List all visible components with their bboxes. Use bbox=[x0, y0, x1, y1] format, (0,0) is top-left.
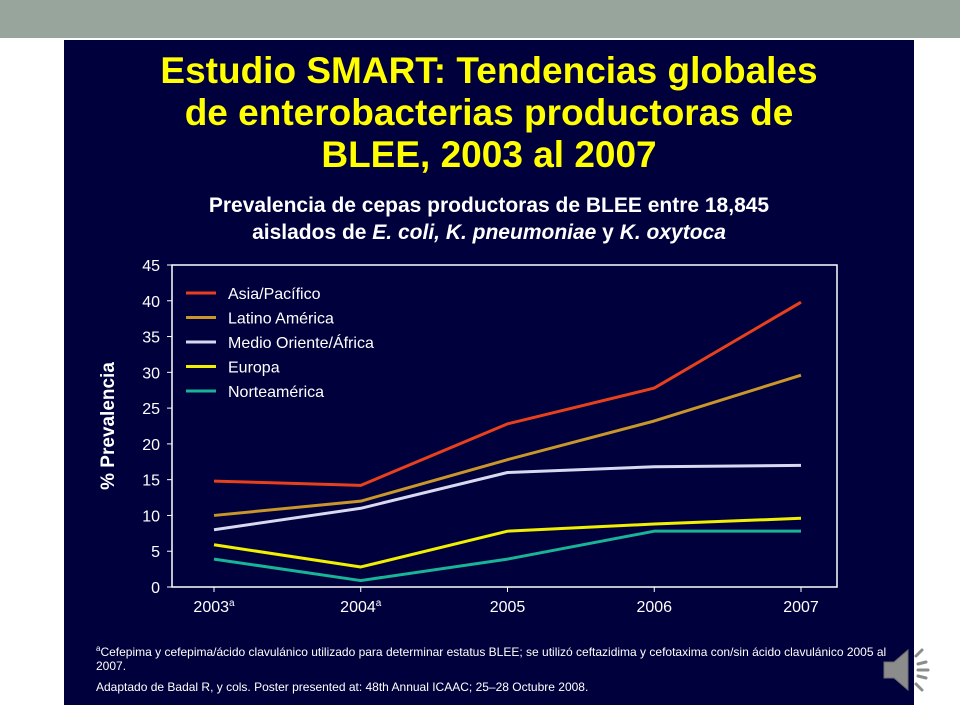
series-line bbox=[213, 529, 801, 583]
footnote-marker: a bbox=[96, 644, 101, 653]
y-tick-label: 5 bbox=[151, 544, 160, 561]
slide: Estudio SMART: Tendencias globales de en… bbox=[64, 40, 914, 705]
plot-frame bbox=[171, 264, 838, 588]
y-tick-label: 20 bbox=[142, 437, 160, 454]
title-line: BLEE, 2003 al 2007 bbox=[321, 134, 657, 175]
x-tick-label: 2005 bbox=[490, 599, 526, 616]
subtitle-line-1: Prevalencia de cepas productoras de BLEE… bbox=[208, 194, 770, 217]
y-tick-label: 45 bbox=[142, 258, 160, 275]
y-tick-label: 30 bbox=[142, 365, 160, 382]
source-citation: Adaptado de Badal R, y cols. Poster pres… bbox=[96, 680, 589, 694]
series-line bbox=[213, 373, 802, 517]
speaker-icon[interactable] bbox=[878, 640, 942, 700]
x-tick-label: 2004a bbox=[340, 598, 382, 616]
y-tick-label: 40 bbox=[142, 294, 160, 311]
y-tick-label: 10 bbox=[142, 508, 160, 525]
y-tick-label: 15 bbox=[142, 473, 160, 490]
series-line bbox=[213, 516, 802, 569]
y-tick-label: 25 bbox=[142, 401, 160, 418]
subtitle-species-1: E. coli, K. pneumoniae bbox=[372, 221, 597, 244]
chart-subtitle: Prevalencia de cepas productoras de BLEE… bbox=[64, 192, 914, 246]
series-line bbox=[213, 463, 802, 532]
slide-title: Estudio SMART: Tendencias globales de en… bbox=[64, 50, 914, 176]
top-bar bbox=[0, 0, 960, 38]
title-line: de enterobacterias productoras de bbox=[184, 92, 794, 133]
x-tick-label: 2006 bbox=[636, 599, 672, 616]
y-tick-label: 0 bbox=[151, 580, 160, 597]
subtitle-prefix: aislados de bbox=[252, 221, 373, 244]
y-axis-label: % Prevalencia bbox=[98, 362, 119, 490]
footnote-text: Cefepima y cefepima/ácido clavulánico ut… bbox=[96, 645, 887, 673]
legend-label: Europa bbox=[228, 360, 280, 377]
legend-label: Norteamérica bbox=[228, 384, 324, 401]
series-line bbox=[213, 300, 802, 487]
subtitle-connector: y bbox=[596, 221, 620, 244]
line-chart: 0 5 10 15 20 25 30 35 40 45 2003a 2004a 2005 2006 2007… bbox=[98, 258, 838, 616]
subtitle-species-2: K. oxytoca bbox=[619, 221, 726, 244]
subtitle-line-2: aislados de E. coli, K. pneumoniae y K. … bbox=[64, 219, 914, 246]
y-tick-label: 35 bbox=[142, 330, 160, 347]
legend-label: Asia/Pacífico bbox=[228, 286, 321, 303]
x-tick-superscript: a bbox=[376, 598, 382, 609]
title-line: Estudio SMART: Tendencias globales bbox=[160, 50, 818, 91]
legend-label: Latino América bbox=[228, 311, 334, 328]
x-tick-label: 2007 bbox=[783, 599, 819, 616]
x-tick-superscript: a bbox=[229, 598, 235, 609]
legend-label: Medio Oriente/África bbox=[228, 333, 374, 352]
footnote: aCefepima y cefepima/ácido clavulánico u… bbox=[96, 642, 911, 673]
x-tick-label: 2003a bbox=[193, 598, 235, 616]
